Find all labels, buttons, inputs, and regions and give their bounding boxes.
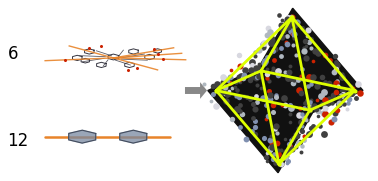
Polygon shape: [120, 130, 147, 143]
Polygon shape: [208, 8, 363, 173]
Text: 12: 12: [8, 132, 29, 150]
Text: 6: 6: [8, 45, 18, 63]
Polygon shape: [69, 130, 96, 143]
